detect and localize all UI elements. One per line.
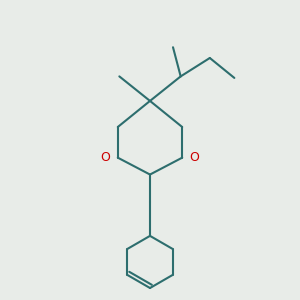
Text: O: O: [100, 151, 110, 164]
Text: O: O: [190, 151, 200, 164]
